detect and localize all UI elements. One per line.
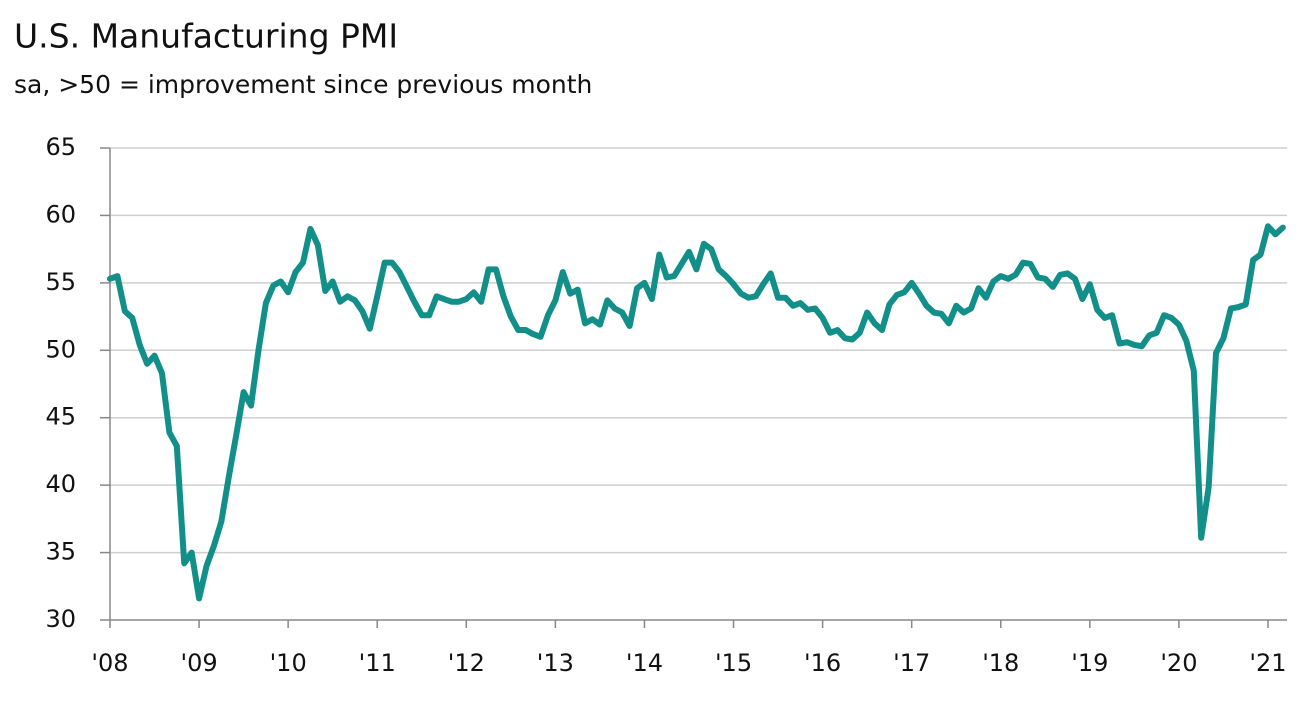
y-tick-label: 45 <box>45 403 76 431</box>
x-tick-label: '16 <box>804 649 841 677</box>
y-tick-label: 60 <box>45 200 76 228</box>
x-tick-label: '18 <box>982 649 1019 677</box>
y-tick-label: 35 <box>45 538 76 566</box>
y-tick-label: 55 <box>45 268 76 296</box>
x-tick-label: '09 <box>181 649 218 677</box>
y-tick-label: 50 <box>45 335 76 363</box>
y-tick-label: 65 <box>45 133 76 161</box>
pmi-line <box>107 223 1286 602</box>
y-tick-label: 40 <box>45 470 76 498</box>
y-tick-label: 30 <box>45 605 76 633</box>
x-tick-label: '10 <box>270 649 307 677</box>
x-tick-label: '15 <box>715 649 752 677</box>
chart-subtitle: sa, >50 = improvement since previous mon… <box>14 70 592 99</box>
x-tick-label: '19 <box>1071 649 1108 677</box>
x-tick-label: '21 <box>1249 649 1286 677</box>
x-tick-label: '13 <box>537 649 574 677</box>
x-tick-label: '20 <box>1160 649 1197 677</box>
x-tick-label: '12 <box>448 649 485 677</box>
x-tick-label: '08 <box>91 649 128 677</box>
x-tick-label: '17 <box>893 649 930 677</box>
chart-title: U.S. Manufacturing PMI <box>14 17 398 56</box>
x-tick-label: '11 <box>359 649 396 677</box>
x-tick-label: '14 <box>626 649 663 677</box>
